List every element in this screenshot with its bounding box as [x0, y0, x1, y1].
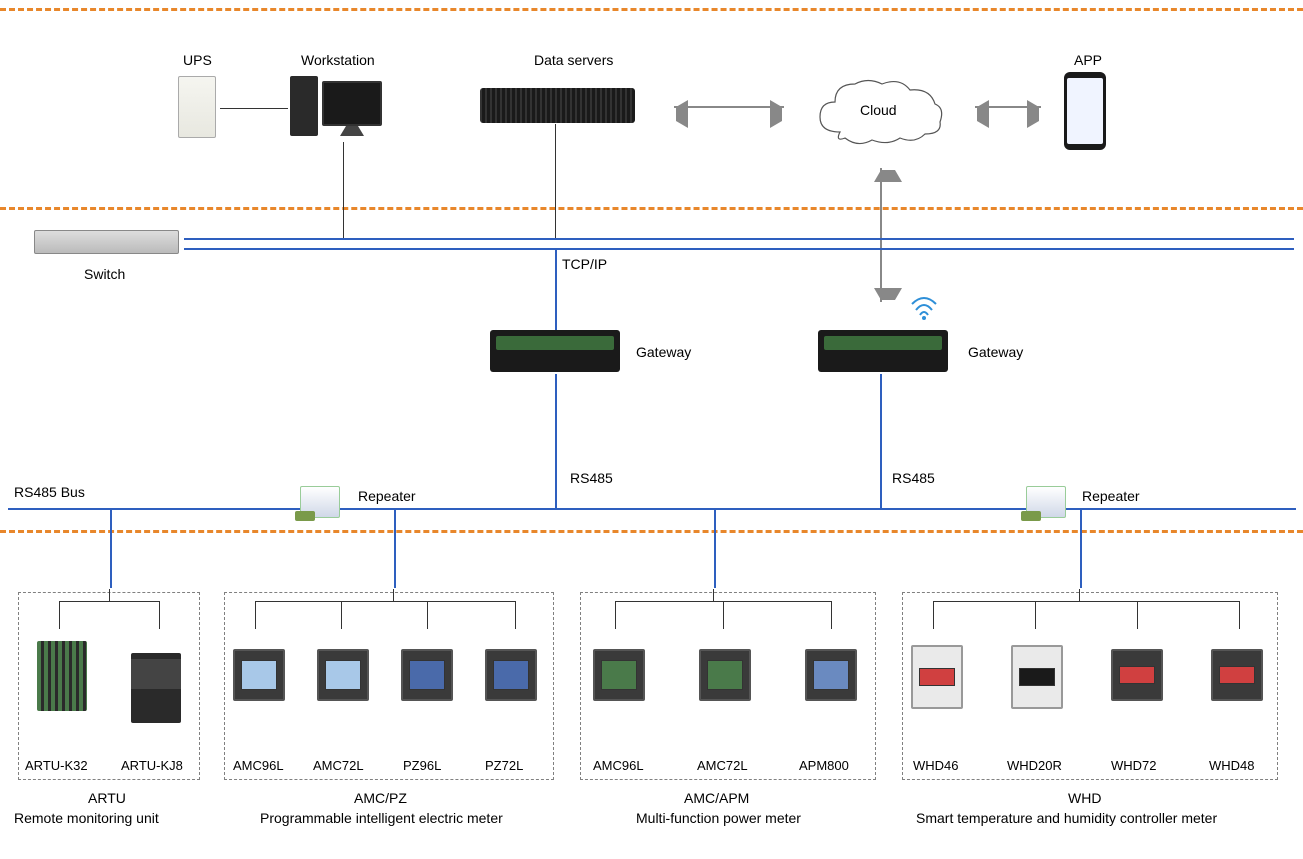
artu-k32 — [37, 641, 87, 711]
phone-device — [1064, 72, 1106, 150]
line-g2 — [714, 510, 716, 588]
wifi-icon — [908, 296, 940, 320]
arrow-cloud-gw2 — [880, 158, 882, 312]
group-title: Remote monitoring unit — [14, 810, 159, 826]
servers-label: Data servers — [534, 52, 613, 68]
arrow-cloud-app — [965, 106, 1051, 108]
item-label: ARTU-KJ8 — [121, 758, 183, 773]
group-amcpz: AMC96L AMC72L PZ96L PZ72L — [224, 592, 554, 780]
workstation-label: Workstation — [301, 52, 375, 68]
gateway2-device — [818, 330, 948, 372]
group-amcapm: AMC96L AMC72L APM800 — [580, 592, 876, 780]
group-whd: WHD46 WHD20R WHD72 WHD48 — [902, 592, 1278, 780]
switch-device — [34, 230, 179, 254]
repeater2 — [1026, 486, 1066, 518]
cloud-label: Cloud — [860, 102, 897, 118]
rs485-bus — [8, 508, 1296, 510]
repeater2-label: Repeater — [1082, 488, 1140, 504]
artu-kj8 — [131, 653, 181, 723]
group-code: ARTU — [88, 790, 126, 806]
line-g0 — [110, 510, 112, 588]
divider-3 — [0, 530, 1303, 533]
net-bus-top — [184, 238, 1294, 240]
line-gw2-rs485 — [880, 374, 882, 508]
item-label: WHD46 — [913, 758, 959, 773]
tcpip-label: TCP/IP — [562, 256, 607, 272]
line-ups-ws — [220, 108, 288, 109]
group-title: Programmable intelligent electric meter — [260, 810, 503, 826]
rs485-1: RS485 — [570, 470, 613, 486]
rs485bus-label: RS485 Bus — [14, 484, 85, 500]
group-title: Multi-function power meter — [636, 810, 801, 826]
divider-top — [0, 8, 1303, 11]
app-label: APP — [1074, 52, 1102, 68]
group-code: AMC/PZ — [354, 790, 407, 806]
gateway1-label: Gateway — [636, 344, 691, 360]
group-title: Smart temperature and humidity controlle… — [916, 810, 1217, 826]
item-label: APM800 — [799, 758, 849, 773]
divider-2 — [0, 207, 1303, 210]
repeater1-label: Repeater — [358, 488, 416, 504]
item-label: WHD72 — [1111, 758, 1157, 773]
ups-device — [178, 76, 216, 138]
item-label: PZ96L — [403, 758, 441, 773]
line-g3 — [1080, 510, 1082, 588]
item-label: WHD48 — [1209, 758, 1255, 773]
group-code: AMC/APM — [684, 790, 749, 806]
switch-label: Switch — [84, 266, 125, 282]
line-gw1 — [555, 250, 557, 330]
workstation-device — [290, 76, 382, 136]
item-label: AMC72L — [313, 758, 364, 773]
net-bus-bot — [184, 248, 1294, 250]
line-ws-down — [343, 142, 344, 238]
item-label: ARTU-K32 — [25, 758, 88, 773]
item-label: WHD20R — [1007, 758, 1062, 773]
rs485-2: RS485 — [892, 470, 935, 486]
line-g1 — [394, 510, 396, 588]
arrow-server-cloud — [664, 106, 794, 108]
line-srv-down — [555, 124, 556, 238]
item-label: AMC96L — [233, 758, 284, 773]
server-device — [480, 88, 635, 123]
item-label: PZ72L — [485, 758, 523, 773]
gateway1-device — [490, 330, 620, 372]
item-label: AMC72L — [697, 758, 748, 773]
line-gw1-rs485 — [555, 374, 557, 508]
ups-label: UPS — [183, 52, 212, 68]
repeater1 — [300, 486, 340, 518]
gateway2-label: Gateway — [968, 344, 1023, 360]
group-artu: ARTU-K32 ARTU-KJ8 — [18, 592, 200, 780]
item-label: AMC96L — [593, 758, 644, 773]
group-code: WHD — [1068, 790, 1101, 806]
